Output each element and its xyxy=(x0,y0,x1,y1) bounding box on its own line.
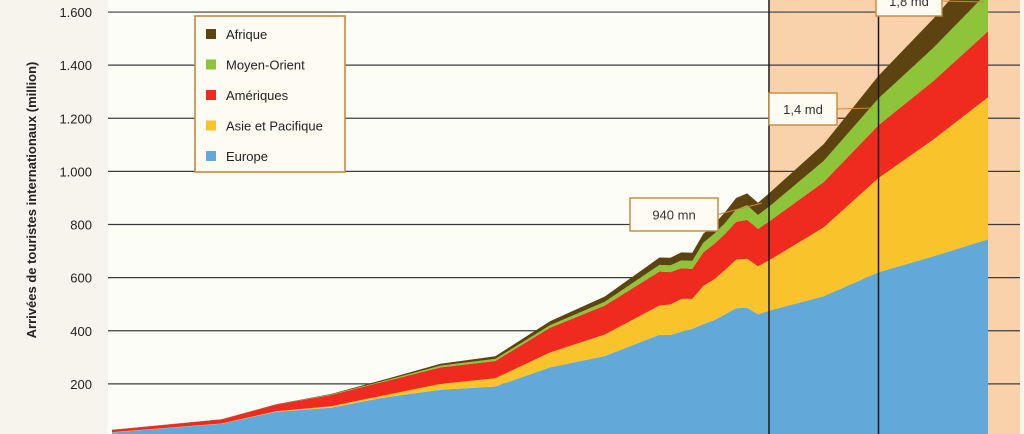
callout-2: 1,4 md xyxy=(768,92,874,126)
legend-item-moyen-orient: Moyen-Orient xyxy=(206,58,305,73)
legend-label: Amériques xyxy=(226,88,289,103)
legend-label: Europe xyxy=(226,149,268,164)
legend-swatch xyxy=(206,90,216,100)
callout-box xyxy=(875,0,943,17)
area-am-riques xyxy=(112,31,988,433)
legend-label: Moyen-Orient xyxy=(226,58,305,73)
y-tick-label: 1.400 xyxy=(59,58,92,73)
y-tick-label: 400 xyxy=(70,324,92,339)
legend-swatch xyxy=(206,120,216,131)
y-axis-label: Arrivées de touristes internationaux (mi… xyxy=(24,62,39,339)
area-asie-et-pacifique xyxy=(112,97,988,433)
callout-label: 1,8 md xyxy=(889,0,929,9)
callout-leader xyxy=(836,107,874,110)
y-tick-label: 1.000 xyxy=(59,164,92,179)
callout-label: 1,4 md xyxy=(783,102,823,117)
callout-3: 1,8 md xyxy=(875,0,985,17)
callout-box xyxy=(629,197,719,232)
legend-label: Asie et Pacifique xyxy=(226,119,323,134)
callout-1: 940 mn xyxy=(629,197,763,232)
y-tick-label: 1.600 xyxy=(59,5,92,20)
legend-item-europe: Europe xyxy=(206,149,268,164)
y-tick-label: 800 xyxy=(70,218,92,233)
callout-box xyxy=(768,92,838,126)
legend-item-afrique: Afrique xyxy=(206,27,267,42)
y-tick-label: 600 xyxy=(70,271,92,286)
callout-label: 940 mn xyxy=(652,208,695,223)
legend-swatch xyxy=(206,29,216,39)
y-tick-label: 200 xyxy=(70,377,92,392)
y-tick-label: 1.200 xyxy=(59,111,92,126)
callout-leader xyxy=(717,202,763,215)
legend-swatch xyxy=(206,151,216,161)
callout-leader xyxy=(941,0,985,3)
legend-label: Afrique xyxy=(226,27,267,42)
legend-swatch xyxy=(206,59,216,70)
legend-item-asie-et-pacifique: Asie et Pacifique xyxy=(206,119,323,134)
legend-box xyxy=(194,15,346,173)
legend-item-am-riques: Amériques xyxy=(206,88,289,103)
